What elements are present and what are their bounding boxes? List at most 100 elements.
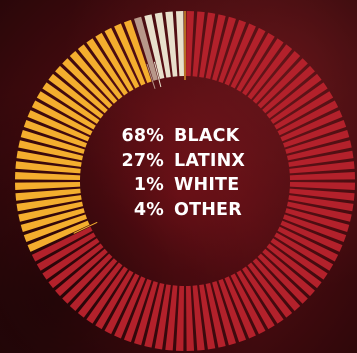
legend-label-latinx: LATINX [174,150,246,171]
legend: 68% BLACK 27% LATINX 1% WHITE 4% OTHER [118,124,248,222]
slice-stripe-black [205,282,226,348]
slice-stripe-black [86,266,128,324]
slice-stripe-latinx [23,214,88,243]
slice-stripe-black [270,82,328,124]
slice-stripe-latinx [15,171,81,180]
legend-percent-other: 4% [133,199,164,220]
slice-stripe-latinx [15,182,81,191]
slice-stripe-latinx [27,110,90,142]
legend-percent-latinx: 27% [121,150,164,171]
slice-stripe-black [257,253,308,304]
slice-stripe-black [199,12,216,78]
slice-stripe-black [286,201,352,222]
slice-stripe-black [224,276,256,339]
slice-stripe-latinx [18,140,84,161]
slice-divider-other [153,61,162,88]
slice-stripe-latinx [15,188,81,201]
slice-stripe-black [252,51,301,104]
slice-latinx [15,19,152,252]
slice-stripe-black [236,32,275,92]
slice-stripe-black [123,278,152,343]
slice-stripe-latinx [114,23,146,86]
slice-stripe-black [199,284,216,350]
slice-stripe-black [55,248,108,297]
legend-label-white: WHITE [174,175,240,195]
slice-stripe-black [274,91,334,130]
legend-row-black: 68% BLACK [118,124,248,149]
slice-stripe-black [186,285,195,351]
slice-stripe-black [270,238,328,280]
slice-stripe-black [205,14,226,80]
slice-stripe-latinx [77,44,123,100]
slice-stripe-black [282,119,347,148]
slice-stripe-latinx [15,161,81,174]
legend-percent-white: 1% [133,175,164,195]
slice-stripe-latinx [62,58,113,109]
slice-stripe-other [175,11,184,77]
slice-stripe-black [104,273,140,335]
slice-stripe-black [277,100,339,136]
slice-stripe-latinx [69,51,118,104]
slice-divider-white [146,63,156,89]
slice-stripe-black [277,226,339,262]
slice-stripe-black [175,285,184,351]
slice-stripe-black [285,130,350,154]
legend-row-white: 1% WHITE [118,173,248,198]
slice-stripe-latinx [27,220,90,252]
slice-stripe-black [36,232,96,271]
slice-stripe-black [289,188,355,201]
slice-stripe-black [274,232,334,271]
slice-stripe-black [230,27,266,89]
slice-stripe-latinx [16,150,82,167]
slice-stripe-latinx [104,27,140,89]
slice-stripe-black [289,182,355,191]
slice-stripe-latinx [55,65,108,114]
slice-stripe-white [134,16,158,81]
slice-stripe-other [154,12,171,78]
slice-stripe-latinx [95,32,134,92]
slice-stripe-black [42,238,100,280]
legend-label-other: OTHER [174,199,242,220]
slice-stripe-black [252,258,301,311]
slice-stripe-black [289,171,355,180]
slice-stripe-black [69,258,118,311]
slice-stripe-black [144,282,165,348]
slice-black [31,11,355,351]
slice-stripe-black [288,150,354,167]
slice-stripe-black [266,243,322,289]
slice-stripe-latinx [20,130,85,154]
slice-stripe-black [262,248,315,297]
slice-stripe-black [212,16,236,81]
legend-row-latinx: 27% LATINX [118,149,248,174]
slice-stripe-black [236,270,275,330]
slice-stripe-black [114,276,146,339]
slice-stripe-black [242,266,284,324]
slice-stripe-latinx [42,82,100,124]
slice-stripe-black [280,220,343,252]
slice-stripe-black [192,285,205,351]
slice-stripe-black [77,262,123,318]
slice-stripe-black [212,281,236,346]
slice-white [134,16,158,81]
slice-stripe-black [247,262,293,318]
slice-stripe-black [186,11,195,77]
slice-stripe-latinx [48,73,104,119]
slice-stripe-latinx [86,38,128,96]
slice-stripe-black [286,140,352,161]
slice-stripe-black [218,278,247,343]
slice-stripe-black [154,284,171,350]
slice-stripe-black [282,214,347,243]
slice-stripe-latinx [36,91,96,130]
legend-label-black: BLACK [174,126,240,146]
slice-stripe-black [285,208,350,232]
slice-stripe-black [242,38,284,96]
slice-stripe-black [134,281,158,346]
slice-stripe-latinx [18,201,84,222]
slice-stripe-latinx [23,119,88,148]
legend-percent-black: 68% [121,126,164,146]
slice-stripe-black [289,161,355,174]
slice-stripe-black [257,58,308,109]
slice-stripe-black [288,195,354,212]
slice-divider-latinx [73,221,98,234]
